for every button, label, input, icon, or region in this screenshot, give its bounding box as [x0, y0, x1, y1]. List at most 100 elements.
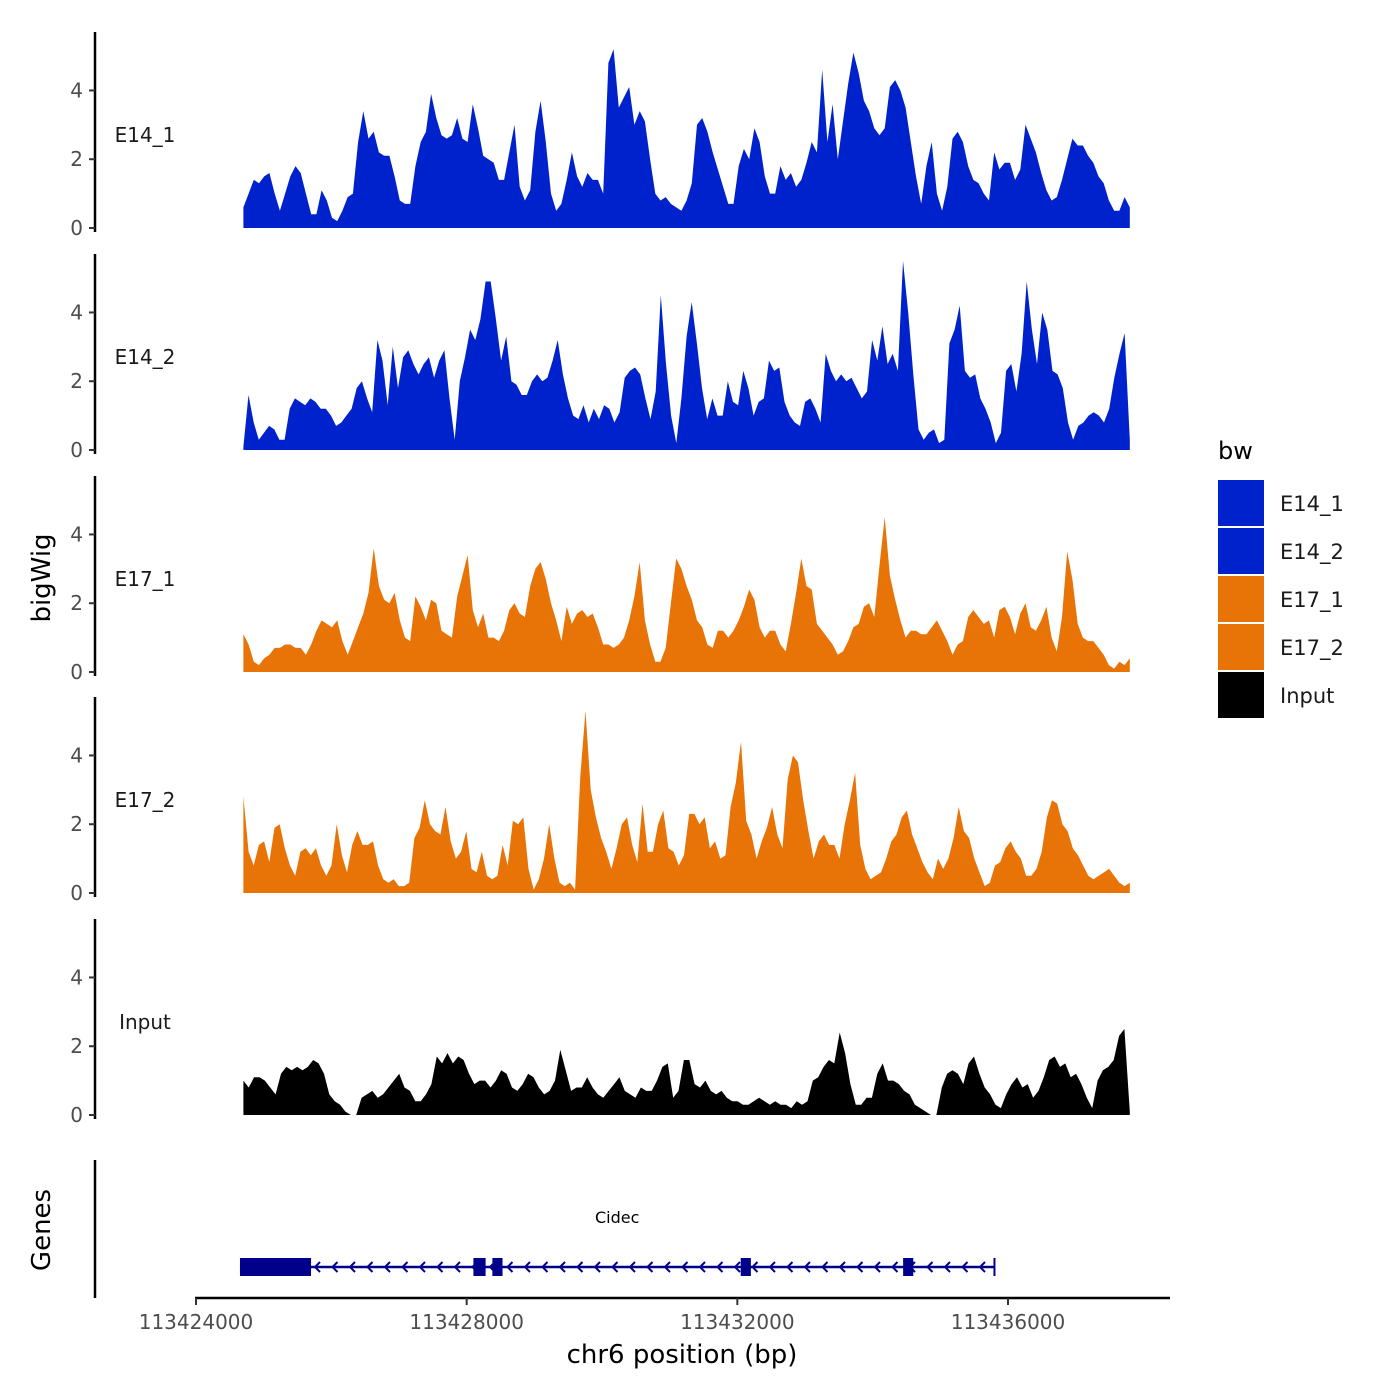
- signal-area-Input: [243, 1029, 1130, 1115]
- legend: bw E14_1 E14_2 E17_1 E17_2 Input: [1218, 437, 1344, 718]
- signal-area-E14_2: [243, 260, 1130, 450]
- track-label-E14_2: E14_2: [115, 345, 176, 369]
- strand-arrow: [523, 1261, 531, 1273]
- strand-arrow: [313, 1261, 321, 1273]
- track-label-E17_1: E17_1: [115, 567, 176, 591]
- legend-item-E17_2: E17_2: [1218, 624, 1344, 670]
- track-E17_1: 0 2 4 E17_1: [70, 476, 1130, 684]
- strand-arrow: [698, 1261, 706, 1273]
- y-tick-label: 0: [70, 438, 83, 462]
- gene-panel: Cidec: [93, 1160, 996, 1298]
- strand-arrow: [681, 1261, 689, 1273]
- strand-arrow: [978, 1261, 986, 1273]
- strand-arrow: [768, 1261, 776, 1273]
- legend-swatch: [1218, 576, 1264, 622]
- track-Input: 0 2 4 Input: [70, 919, 1130, 1127]
- legend-title: bw: [1218, 437, 1253, 465]
- x-tick-label: 113432000: [680, 1310, 795, 1334]
- legend-swatch: [1218, 624, 1264, 670]
- strand-arrow: [541, 1261, 549, 1273]
- strand-arrow: [383, 1261, 391, 1273]
- gene-exon: [903, 1258, 914, 1276]
- signal-area-E17_1: [243, 517, 1130, 672]
- track-E17_2: 0 2 4 E17_2: [70, 697, 1130, 905]
- strand-arrow: [716, 1261, 724, 1273]
- strand-arrow: [628, 1261, 636, 1273]
- strand-arrow: [856, 1261, 864, 1273]
- gene-exon: [473, 1258, 486, 1276]
- x-tick-label: 113436000: [951, 1310, 1066, 1334]
- strand-arrow: [803, 1261, 811, 1273]
- legend-item-E14_1: E14_1: [1218, 480, 1344, 526]
- strand-arrow: [821, 1261, 829, 1273]
- strand-arrow: [576, 1261, 584, 1273]
- y-tick-label: 4: [70, 522, 83, 546]
- y-tick-label: 2: [70, 369, 83, 393]
- gene-exon: [740, 1258, 751, 1276]
- y-tick-label: 0: [70, 660, 83, 684]
- strand-arrow: [891, 1261, 899, 1273]
- strand-arrow: [611, 1261, 619, 1273]
- genes-panel-title: Genes: [27, 1189, 57, 1271]
- signal-area-E17_2: [243, 710, 1130, 893]
- strand-arrow: [453, 1261, 461, 1273]
- legend-label: E14_1: [1280, 492, 1344, 517]
- strand-arrow: [786, 1261, 794, 1273]
- strand-arrow: [926, 1261, 934, 1273]
- track-label-E14_1: E14_1: [115, 123, 176, 147]
- strand-arrow: [663, 1261, 671, 1273]
- legend-item-Input: Input: [1218, 672, 1334, 718]
- y-tick-label: 2: [70, 147, 83, 171]
- track-E14_1: 0 2 4 E14_1: [70, 32, 1130, 240]
- y-tick-label: 4: [70, 743, 83, 767]
- legend-label: E14_2: [1280, 540, 1344, 565]
- x-tick-label: 113424000: [139, 1310, 254, 1334]
- signal-area-E14_1: [243, 49, 1130, 229]
- legend-item-E17_1: E17_1: [1218, 576, 1344, 622]
- bigwig-tracks: 0 2 4 E14_1 0 2 4 E14_2 0 2 4 E17_1 0 2 4 E17_2 0 2 4 Input: [70, 32, 1130, 1127]
- legend-swatch: [1218, 672, 1264, 718]
- y-tick-label: 0: [70, 881, 83, 905]
- y-tick-label: 4: [70, 300, 83, 324]
- y-tick-label: 2: [70, 812, 83, 836]
- y-axis-title: bigWig: [27, 533, 57, 622]
- legend-swatch: [1218, 480, 1264, 526]
- y-tick-label: 2: [70, 1034, 83, 1058]
- gene-exon: [492, 1258, 503, 1276]
- strand-arrow: [558, 1261, 566, 1273]
- strand-arrow: [366, 1261, 374, 1273]
- strand-arrow: [838, 1261, 846, 1273]
- strand-arrow: [418, 1261, 426, 1273]
- y-tick-label: 0: [70, 1103, 83, 1127]
- legend-label: E17_2: [1280, 636, 1344, 661]
- strand-arrow: [873, 1261, 881, 1273]
- y-tick-label: 4: [70, 78, 83, 102]
- strand-arrow: [646, 1261, 654, 1273]
- strand-arrow: [331, 1261, 339, 1273]
- legend-label: Input: [1280, 684, 1334, 708]
- gene-exon: [239, 1258, 312, 1276]
- y-tick-label: 0: [70, 216, 83, 240]
- track-label-Input: Input: [119, 1010, 171, 1034]
- strand-arrow: [593, 1261, 601, 1273]
- strand-arrow: [506, 1261, 514, 1273]
- strand-arrow: [436, 1261, 444, 1273]
- legend-item-E14_2: E14_2: [1218, 528, 1344, 574]
- strand-arrow: [943, 1261, 951, 1273]
- y-tick-label: 2: [70, 591, 83, 615]
- track-label-E17_2: E17_2: [115, 788, 176, 812]
- x-axis: 113424000 113428000 113432000 113436000: [139, 1296, 1170, 1334]
- strand-arrow: [751, 1261, 759, 1273]
- y-tick-label: 4: [70, 965, 83, 989]
- x-tick-label: 113428000: [409, 1310, 524, 1334]
- x-axis-title: chr6 position (bp): [567, 1340, 798, 1370]
- legend-swatch: [1218, 528, 1264, 574]
- gene-label: Cidec: [595, 1208, 639, 1227]
- strand-arrow: [733, 1261, 741, 1273]
- strand-arrow: [348, 1261, 356, 1273]
- legend-label: E17_1: [1280, 588, 1344, 613]
- strand-arrow: [961, 1261, 969, 1273]
- track-E14_2: 0 2 4 E14_2: [70, 254, 1130, 462]
- strand-arrow: [401, 1261, 409, 1273]
